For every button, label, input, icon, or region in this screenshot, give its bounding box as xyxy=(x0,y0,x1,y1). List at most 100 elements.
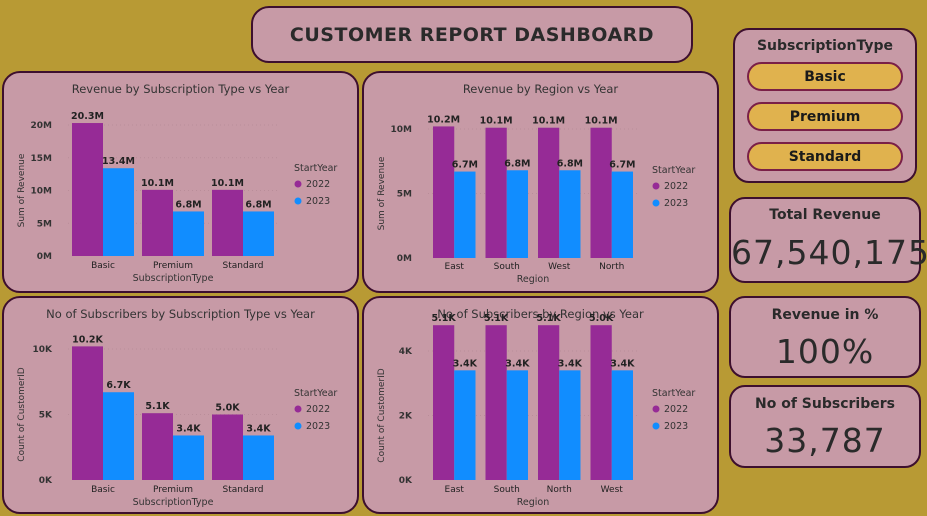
data-label: 10.1M xyxy=(480,116,513,127)
total-revenue-label: Total Revenue xyxy=(769,207,881,223)
x-tick-label: South xyxy=(494,485,520,495)
subscribers-by-region-svg: No of Subscribers by Region vs Year 0K 2K 4… xyxy=(377,307,695,508)
y-tick-label: 15M xyxy=(31,154,53,164)
data-label: 6.8M xyxy=(504,158,530,169)
legend-swatch-2022 xyxy=(652,405,660,413)
legend-label-2023: 2023 xyxy=(664,198,688,209)
bar-2023-east xyxy=(454,370,476,480)
bar-2023-premium xyxy=(173,435,204,480)
bar-2023-west xyxy=(559,170,581,258)
legend-swatch-2023 xyxy=(652,422,660,430)
y-tick-label: 4K xyxy=(399,347,413,357)
data-label: 5.1K xyxy=(432,313,457,324)
data-label: 10.1M xyxy=(141,178,174,189)
revenue-percent-card: Revenue in % 100% xyxy=(729,296,921,378)
data-label: 5.0K xyxy=(589,313,614,324)
x-tick-label: North xyxy=(547,485,572,495)
legend-label-2022: 2022 xyxy=(664,181,688,192)
data-label: 6.8M xyxy=(557,158,583,169)
data-label: 3.4K xyxy=(453,358,478,369)
x-tick-label: Standard xyxy=(223,261,264,271)
bar-2023-basic xyxy=(103,392,134,480)
data-label: 6.7K xyxy=(106,380,131,391)
bar-2023-south xyxy=(506,170,528,258)
total-revenue-card: Total Revenue 67,540,175 xyxy=(729,197,927,283)
data-label: 20.3M xyxy=(71,111,104,122)
x-tick-label: Premium xyxy=(153,261,193,271)
bar-2023-north xyxy=(559,370,581,480)
legend-label-2022: 2022 xyxy=(664,404,688,415)
bar-2023-east xyxy=(454,171,476,258)
data-label: 10.2K xyxy=(72,334,103,345)
data-label: 10.1M xyxy=(585,116,618,127)
x-axis-label: SubscriptionType xyxy=(133,497,214,508)
x-tick-label: West xyxy=(548,262,571,272)
legend-label-2023: 2023 xyxy=(306,421,330,432)
legend-title: StartYear xyxy=(652,165,695,176)
y-axis-label: Sum of Revenue xyxy=(377,156,387,230)
bar-2022-basic xyxy=(72,346,103,480)
y-tick-label: 0K xyxy=(39,476,53,486)
x-axis-label: SubscriptionType xyxy=(133,273,214,284)
bar-2022-basic xyxy=(72,123,103,256)
bar-2023-basic xyxy=(103,168,134,256)
subscribers-by-subscription-chart[interactable]: No of Subscribers by Subscription Type v… xyxy=(2,296,359,514)
legend-title: StartYear xyxy=(294,388,337,399)
y-tick-label: 2K xyxy=(399,412,413,422)
y-tick-label: 0M xyxy=(397,254,412,264)
x-tick-label: East xyxy=(445,262,465,272)
legend-label-2022: 2022 xyxy=(306,179,330,190)
y-axis-label: Sum of Revenue xyxy=(17,153,27,227)
bar-2023-standard xyxy=(243,435,274,480)
bar-2023-south xyxy=(506,370,528,480)
bar-2022-north xyxy=(590,127,612,259)
slicer-option-basic[interactable]: Basic xyxy=(747,62,903,91)
legend-label-2023: 2023 xyxy=(306,196,330,207)
subscribers-value: 33,787 xyxy=(764,421,886,460)
slicer-option-standard[interactable]: Standard xyxy=(747,142,903,171)
data-label: 5.1K xyxy=(145,401,170,412)
subscribers-card: No of Subscribers 33,787 xyxy=(729,385,921,468)
data-label: 10.1M xyxy=(532,116,565,127)
data-label: 13.4M xyxy=(102,156,135,167)
subscribers-by-region-chart[interactable]: No of Subscribers by Region vs Year 0K 2K 4… xyxy=(362,296,719,514)
total-revenue-value: 67,540,175 xyxy=(731,233,927,272)
chart-title: No of Subscribers by Subscription Type v… xyxy=(46,307,315,321)
data-label: 6.8M xyxy=(175,199,201,210)
bar-2022-south xyxy=(485,127,507,259)
y-tick-label: 10M xyxy=(391,125,413,135)
revenue-by-region-chart[interactable]: Revenue by Region vs Year 0M 5M 10M Sum of R… xyxy=(362,71,719,293)
bar-2022-west xyxy=(590,325,612,480)
page-title: CUSTOMER REPORT DASHBOARD xyxy=(289,23,655,46)
y-tick-label: 5M xyxy=(37,219,52,229)
legend-swatch-2023 xyxy=(294,422,302,430)
y-tick-label: 10M xyxy=(31,187,53,197)
bar-2022-east xyxy=(433,325,455,480)
legend-swatch-2022 xyxy=(652,182,660,190)
bar-2022-premium xyxy=(142,189,173,256)
bar-2023-standard xyxy=(243,211,274,256)
data-label: 6.8M xyxy=(245,199,271,210)
x-tick-label: Standard xyxy=(223,485,264,495)
y-tick-label: 10K xyxy=(33,345,54,355)
revenue-by-subscription-chart[interactable]: Revenue by Subscription Type vs Year 0M 5M… xyxy=(2,71,359,293)
y-tick-label: 0K xyxy=(399,476,413,486)
data-label: 3.4K xyxy=(505,358,530,369)
chart-title: Revenue by Subscription Type vs Year xyxy=(72,82,290,96)
x-tick-label: West xyxy=(601,485,624,495)
x-tick-label: North xyxy=(599,262,624,272)
legend-label-2022: 2022 xyxy=(306,404,330,415)
data-label: 5.0K xyxy=(215,403,240,414)
bar-2022-standard xyxy=(212,189,243,256)
bar-2022-premium xyxy=(142,413,173,480)
chart-title: Revenue by Region vs Year xyxy=(463,82,619,96)
legend-swatch-2023 xyxy=(294,197,302,205)
bar-2022-north xyxy=(538,325,560,480)
data-label: 10.2M xyxy=(427,114,460,125)
y-tick-label: 0M xyxy=(37,252,52,262)
y-axis-label: Count of CustomerID xyxy=(17,367,27,461)
data-label: 6.7M xyxy=(609,160,635,171)
slicer-option-premium[interactable]: Premium xyxy=(747,102,903,131)
slicer-title: SubscriptionType xyxy=(756,38,894,54)
data-label: 3.4K xyxy=(176,423,201,434)
